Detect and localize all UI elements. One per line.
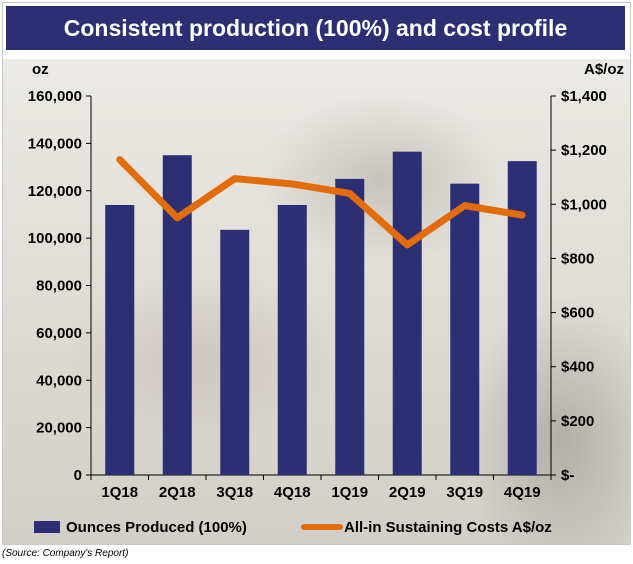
left-tick-label: 60,000 xyxy=(36,325,82,342)
bar xyxy=(507,161,537,475)
x-tick-label: 4Q19 xyxy=(504,484,541,501)
x-tick-label: 3Q18 xyxy=(216,484,253,501)
left-tick-label: 80,000 xyxy=(36,278,82,295)
bar xyxy=(277,204,307,475)
right-tick-label: $- xyxy=(561,467,574,484)
aisc-point xyxy=(118,158,122,162)
aisc-point xyxy=(520,213,524,217)
right-tick-label: $200 xyxy=(561,413,594,430)
x-tick-label: 3Q19 xyxy=(446,484,483,501)
chart-axes xyxy=(86,95,556,480)
x-tick-label: 2Q19 xyxy=(389,484,426,501)
right-tick-label: $800 xyxy=(561,250,594,267)
left-tick-label: 120,000 xyxy=(28,183,82,200)
aisc-point xyxy=(290,182,294,186)
legend-bar-swatch xyxy=(34,521,60,533)
right-tick-label: $1,400 xyxy=(561,88,607,105)
left-tick-label: 0 xyxy=(74,467,82,484)
aisc-point xyxy=(175,216,179,220)
left-tick-label: 160,000 xyxy=(28,88,82,105)
x-tick-label: 1Q18 xyxy=(101,484,138,501)
bar xyxy=(450,183,480,476)
bar xyxy=(105,204,135,475)
aisc-point xyxy=(348,191,352,195)
right-tick-label: $1,200 xyxy=(561,142,607,159)
bar xyxy=(220,229,250,475)
left-tick-label: 140,000 xyxy=(28,135,82,152)
left-tick-label: 100,000 xyxy=(28,230,82,247)
line-series xyxy=(116,156,526,249)
aisc-point xyxy=(463,204,467,208)
right-axis-unit: A$/oz xyxy=(584,61,624,78)
legend: Ounces Produced (100%) All-in Sustaining … xyxy=(34,519,552,536)
chart-title: Consistent production (100%) and cost pr… xyxy=(6,6,625,50)
left-tick-label: 40,000 xyxy=(36,372,82,389)
left-tick-label: 20,000 xyxy=(36,420,82,437)
bar xyxy=(392,151,422,475)
legend-line-label: All-in Sustaining Costs A$/oz xyxy=(344,519,552,536)
aisc-line xyxy=(116,156,526,249)
x-tick-label: 1Q19 xyxy=(331,484,368,501)
bar xyxy=(335,178,365,475)
bar-series xyxy=(105,151,537,476)
x-tick-label: 4Q18 xyxy=(274,484,311,501)
legend-bar-label: Ounces Produced (100%) xyxy=(66,519,247,536)
source-note: (Source: Company's Report) xyxy=(2,548,129,559)
left-axis-unit: oz xyxy=(32,61,49,78)
x-tick-label: 2Q18 xyxy=(159,484,196,501)
right-tick-label: $1,000 xyxy=(561,196,607,213)
right-tick-label: $400 xyxy=(561,359,594,376)
aisc-point xyxy=(233,177,237,181)
aisc-point xyxy=(405,243,409,247)
right-tick-label: $600 xyxy=(561,305,594,322)
axis-labels: 0 20,000 40,000 60,000 80,000 100,000 120,000 1… xyxy=(28,61,624,501)
